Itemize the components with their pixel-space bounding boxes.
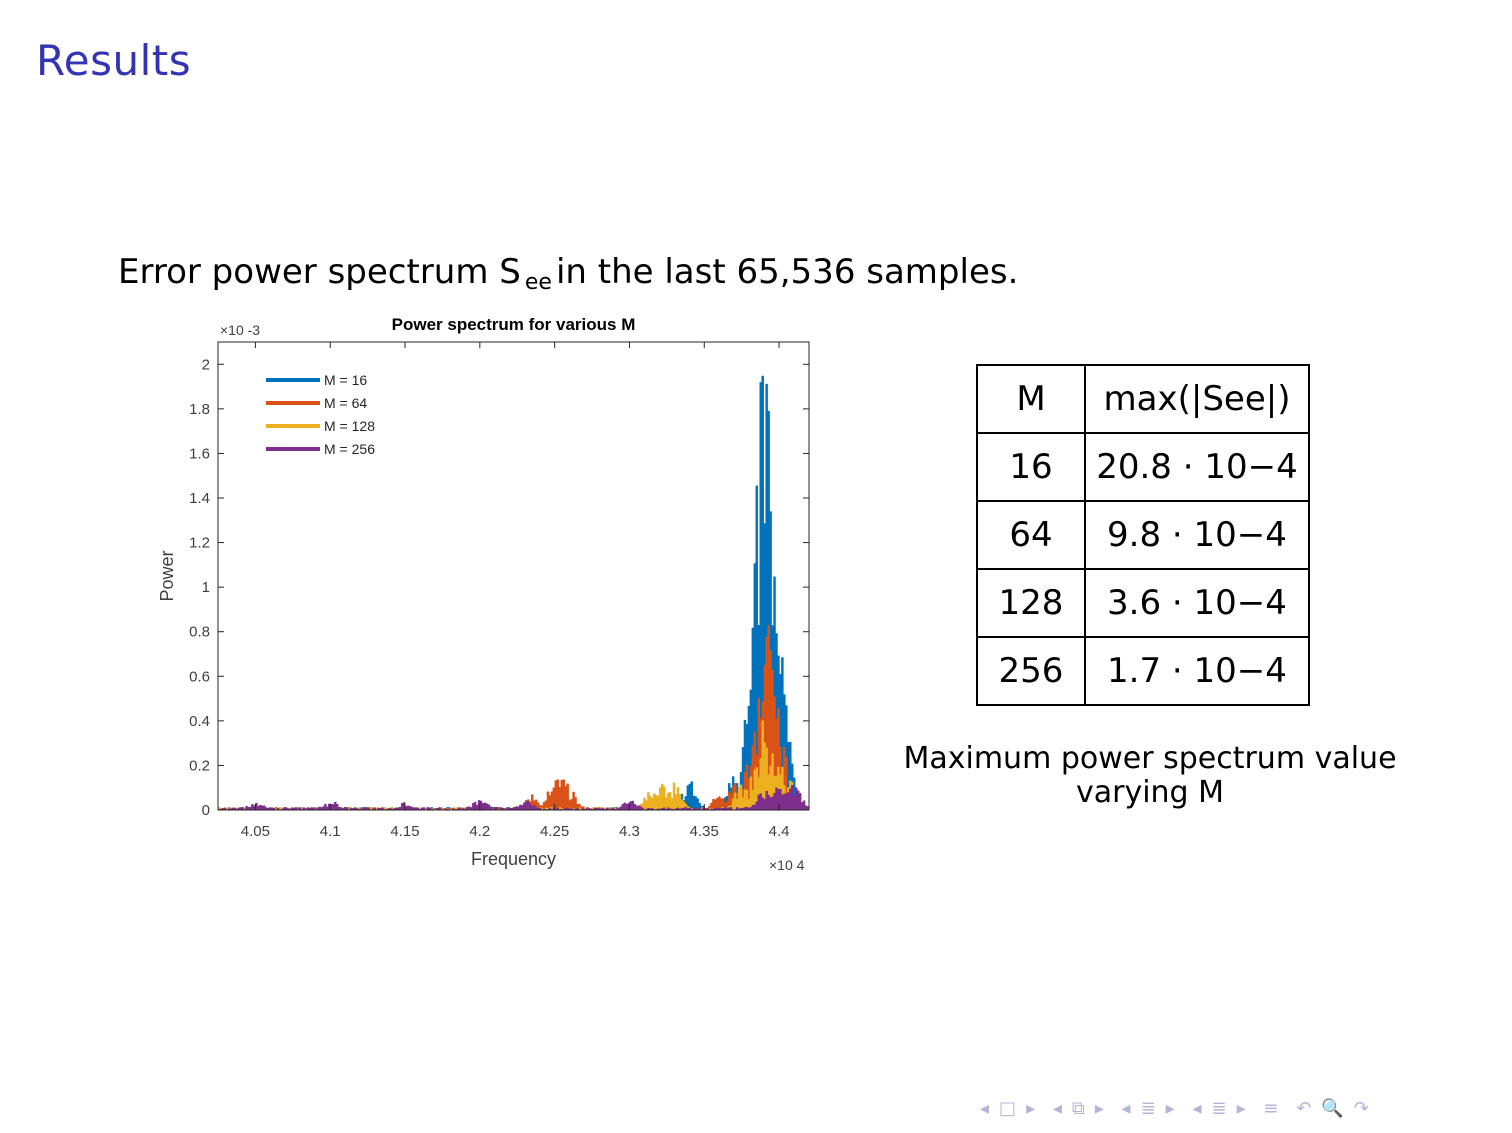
caption-text-pre: Error power spectrum S (118, 252, 521, 292)
table-header-row: M max(|See|) (976, 364, 1310, 434)
table-cell-m: 128 (976, 568, 1086, 638)
results-table: M max(|See|) 16 20.8 · 10−4 64 9.8 · 10−… (976, 364, 1310, 706)
chart-title: Power spectrum for various M (392, 315, 636, 334)
y-tick-label: 1 (202, 579, 210, 596)
table-cell-m: 16 (976, 432, 1086, 502)
x-tick-label: 4.35 (690, 823, 719, 840)
legend-label-3: M = 256 (324, 441, 375, 457)
x-tick-label: 4.2 (469, 823, 490, 840)
table-row: 256 1.7 · 10−4 (976, 636, 1310, 706)
frame-title: Results (36, 36, 192, 85)
nav-doc-icon[interactable]: ≣ (1211, 1098, 1229, 1119)
nav-search-icon[interactable]: 🔍 (1321, 1098, 1346, 1119)
nav-frame-icon[interactable]: □ (999, 1098, 1019, 1119)
nav-section-icon[interactable]: ≣ (1140, 1098, 1158, 1119)
table-header-cell: M (976, 364, 1086, 434)
plot-area (218, 342, 809, 810)
nav-next-doc-icon[interactable]: ▸ (1236, 1098, 1248, 1119)
table-caption-line1: Maximum power spectrum value (903, 741, 1397, 776)
table-cell-m: 64 (976, 500, 1086, 570)
nav-back-icon[interactable]: ↶ (1296, 1098, 1314, 1119)
y-tick-label: 2 (202, 356, 210, 373)
caption-text-post: in the last 65,536 samples. (555, 252, 1019, 292)
nav-forward-icon[interactable]: ↷ (1353, 1098, 1371, 1119)
legend-label-2: M = 128 (324, 418, 375, 434)
table-cell-max: 1.7 · 10−4 (1084, 636, 1310, 706)
table-cell-max: 20.8 · 10−4 (1084, 432, 1310, 502)
nav-next-subsection-icon[interactable]: ▸ (1094, 1098, 1106, 1119)
beamer-navigation: ◂ □ ▸ ◂ ⧉ ▸ ◂ ≣ ▸ ◂ ≣ ▸ ≡ ↶ 🔍 ↷ (980, 1098, 1379, 1119)
y-tick-label: 0.4 (189, 713, 210, 730)
y-tick-label: 1.2 (189, 535, 210, 552)
nav-prev-subsection-icon[interactable]: ◂ (1052, 1098, 1064, 1119)
power-spectrum-chart: 4.05 4.1 4.15 4.2 4.25 4.3 4.35 4.4 0 0.2 0.4 0.6 0.… (157, 315, 810, 873)
nav-toc-icon[interactable]: ≡ (1263, 1098, 1281, 1119)
y-axis-label: Power (157, 550, 177, 601)
x-axis-label: Frequency (471, 849, 556, 869)
table-cell-m: 256 (976, 636, 1086, 706)
table-cell-max: 3.6 · 10−4 (1084, 568, 1310, 638)
legend-label-0: M = 16 (324, 372, 367, 388)
table-caption: Maximum power spectrum value varying M (890, 742, 1410, 810)
table-row: 64 9.8 · 10−4 (976, 500, 1310, 570)
legend-label-1: M = 64 (324, 395, 367, 411)
table-row: 128 3.6 · 10−4 (976, 568, 1310, 638)
x-tick-label: 4.25 (540, 823, 569, 840)
y-tick-label: 1.4 (189, 490, 210, 507)
nav-prev-doc-icon[interactable]: ◂ (1192, 1098, 1204, 1119)
x-tick-label: 4.1 (320, 823, 341, 840)
table-caption-line2: varying M (1075, 775, 1225, 810)
x-tick-label: 4.3 (619, 823, 640, 840)
table-header-cell: max(|See|) (1084, 364, 1310, 434)
x-tick-label: 4.4 (769, 823, 790, 840)
series-area-3 (217, 784, 810, 811)
x-tick-label: 4.05 (241, 823, 270, 840)
y-tick-label: 0.2 (189, 757, 210, 774)
x-tick-label: 4.15 (390, 823, 419, 840)
nav-next-frame-icon[interactable]: ▸ (1026, 1098, 1038, 1119)
caption-subscript: ee (524, 270, 552, 295)
nav-prev-section-icon[interactable]: ◂ (1121, 1098, 1133, 1119)
nav-next-section-icon[interactable]: ▸ (1165, 1098, 1177, 1119)
y-tick-label: 1.6 (189, 445, 210, 462)
y-tick-label: 1.8 (189, 401, 210, 418)
nav-prev-frame-icon[interactable]: ◂ (980, 1098, 992, 1119)
nav-subsection-icon[interactable]: ⧉ (1071, 1098, 1087, 1119)
x-multiplier-label: ×10 4 (769, 857, 805, 873)
table-cell-max: 9.8 · 10−4 (1084, 500, 1310, 570)
y-tick-label: 0.6 (189, 668, 210, 685)
results-table-wrap: M max(|See|) 16 20.8 · 10−4 64 9.8 · 10−… (976, 364, 1310, 706)
y-tick-label: 0.8 (189, 624, 210, 641)
table-row: 16 20.8 · 10−4 (976, 432, 1310, 502)
y-multiplier-label: ×10 -3 (220, 322, 260, 338)
plot-frame (217, 341, 810, 811)
y-tick-label: 0 (202, 802, 210, 819)
